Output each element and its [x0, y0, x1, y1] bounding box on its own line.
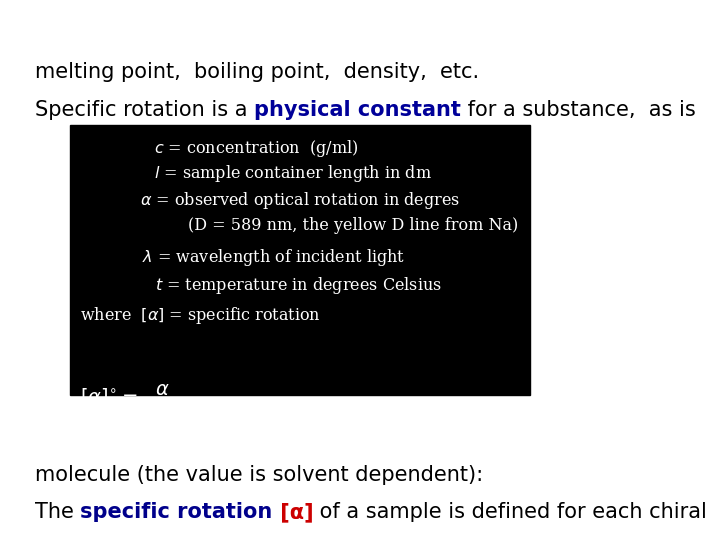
Text: Specific rotation is a: Specific rotation is a — [35, 100, 254, 120]
Text: $\alpha$ = observed optical rotation in degres: $\alpha$ = observed optical rotation in … — [140, 190, 460, 211]
Text: molecule (the value is solvent dependent):: molecule (the value is solvent dependent… — [35, 465, 483, 485]
Text: $t$ = temperature in degrees Celsius: $t$ = temperature in degrees Celsius — [155, 275, 442, 296]
Text: The: The — [35, 502, 81, 522]
Text: specific rotation: specific rotation — [81, 502, 273, 522]
Text: $l$ = sample container length in dm: $l$ = sample container length in dm — [154, 163, 432, 184]
Text: for a substance,  as is: for a substance, as is — [461, 100, 696, 120]
Text: where  $[\alpha]$ = specific rotation: where $[\alpha]$ = specific rotation — [80, 305, 321, 326]
FancyBboxPatch shape — [70, 125, 530, 395]
Text: $\lambda$ = wavelength of incident light: $\lambda$ = wavelength of incident light — [142, 247, 405, 268]
Text: melting point,  boiling point,  density,  etc.: melting point, boiling point, density, e… — [35, 62, 479, 82]
Text: $[\alpha]^{\circ}_{{\lambda}} = \dfrac{\alpha}{l \times c}$: $[\alpha]^{\circ}_{{\lambda}} = \dfrac{\… — [80, 383, 184, 419]
Text: $c$ = concentration  (g/ml): $c$ = concentration (g/ml) — [154, 138, 359, 159]
Text: physical constant: physical constant — [254, 100, 461, 120]
Text: (D = 589 nm, the yellow D line from Na): (D = 589 nm, the yellow D line from Na) — [188, 217, 518, 234]
Text: of a sample is defined for each chiral: of a sample is defined for each chiral — [313, 502, 707, 522]
Text: [α]: [α] — [273, 502, 313, 522]
